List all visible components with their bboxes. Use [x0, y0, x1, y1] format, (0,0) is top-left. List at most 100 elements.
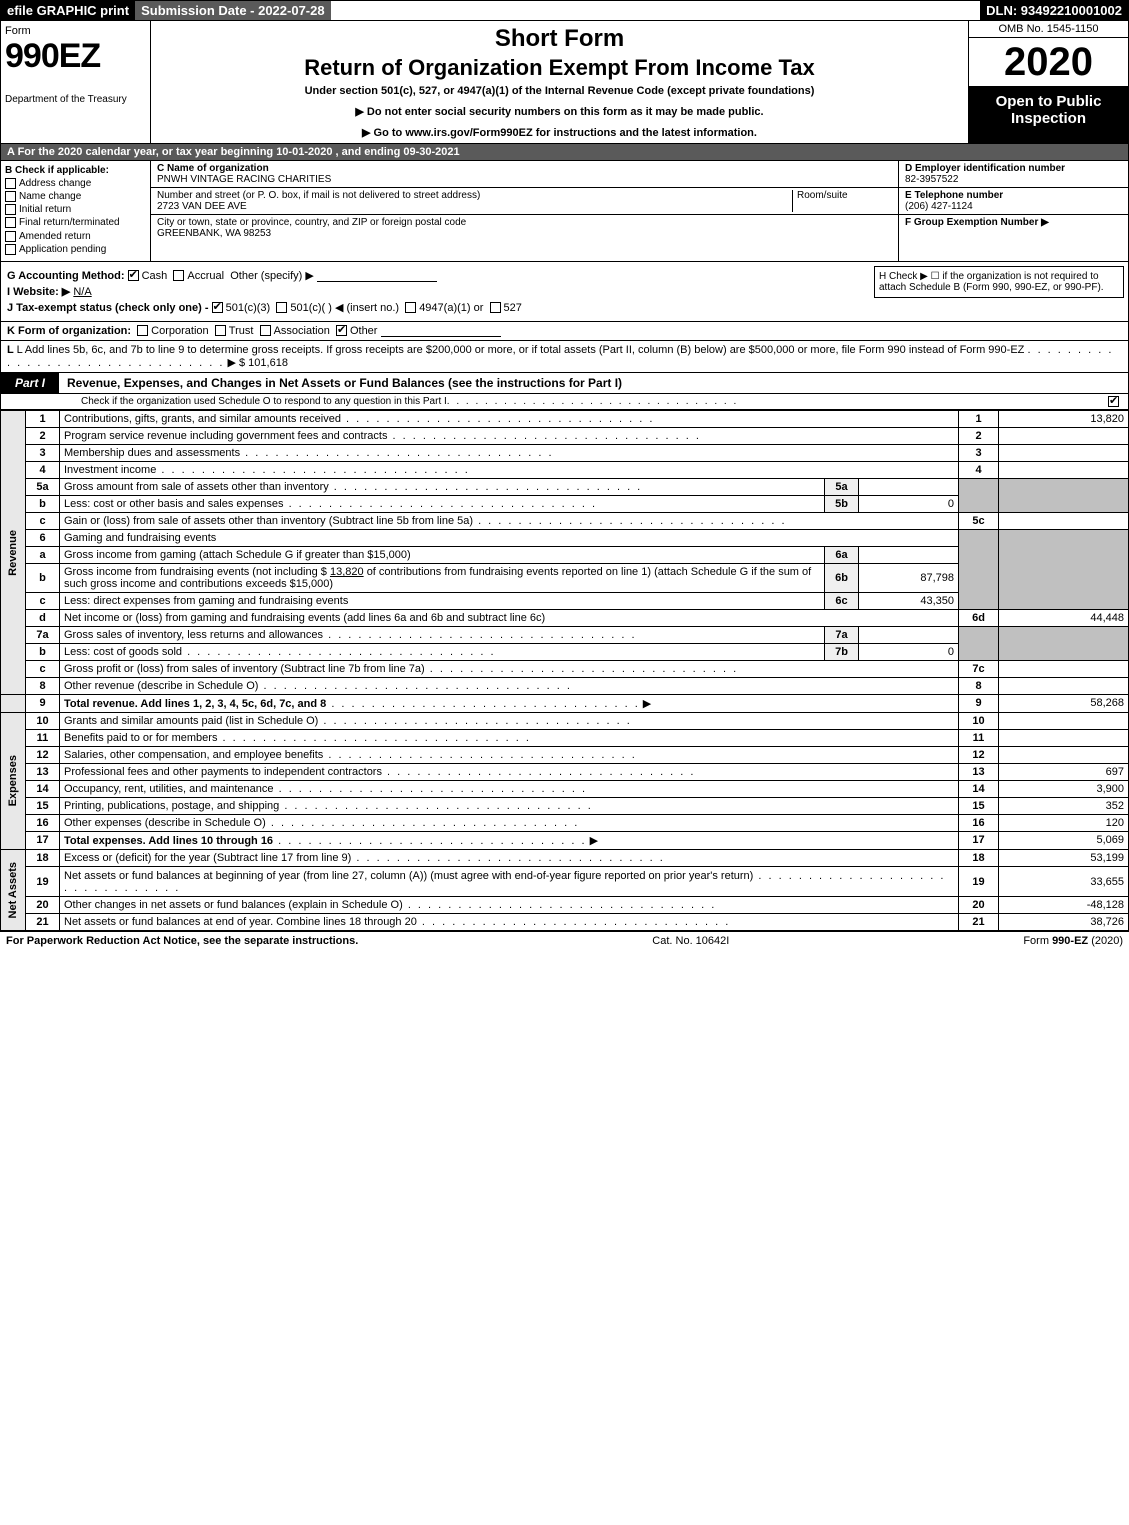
col-b-check: B Check if applicable: Address change Na…	[1, 161, 151, 261]
ln-9-desc: Total revenue. Add lines 1, 2, 3, 4, 5c,…	[60, 694, 959, 712]
shade-6	[959, 529, 999, 609]
ln-6d-box: 6d	[959, 609, 999, 626]
city-row: City or town, state or province, country…	[151, 215, 898, 241]
ln-7b-sub: 7b	[825, 643, 859, 660]
ln-6b-num: b	[26, 563, 60, 592]
chk-sched-o[interactable]	[1108, 396, 1119, 407]
j-label: J Tax-exempt status (check only one) -	[7, 302, 209, 314]
ln-5c-box: 5c	[959, 512, 999, 529]
part-i-table: Revenue 1 Contributions, gifts, grants, …	[0, 410, 1129, 931]
ln-1-box: 1	[959, 410, 999, 427]
other-method-input[interactable]	[317, 270, 437, 282]
ssn-warning: ▶ Do not enter social security numbers o…	[161, 105, 958, 118]
efile-label[interactable]: efile GRAPHIC print	[1, 1, 135, 20]
top-bar: efile GRAPHIC print Submission Date - 20…	[0, 0, 1129, 21]
ln-4-num: 4	[26, 461, 60, 478]
ln-18-num: 18	[26, 849, 60, 866]
line-j: J Tax-exempt status (check only one) - 5…	[7, 301, 1122, 314]
addr-row: Number and street (or P. O. box, if mail…	[151, 188, 898, 215]
shade-5-amt	[999, 478, 1129, 512]
ln-16-amt: 120	[999, 814, 1129, 831]
chk-accrual[interactable]	[173, 270, 184, 281]
ln-14-desc: Occupancy, rent, utilities, and maintena…	[60, 780, 959, 797]
ein-label: D Employer identification number	[905, 163, 1065, 174]
ln-6a-subamt	[859, 546, 959, 563]
ln-7c-desc: Gross profit or (loss) from sales of inv…	[60, 660, 959, 677]
goto-link[interactable]: ▶ Go to www.irs.gov/Form990EZ for instru…	[161, 126, 958, 139]
ln-21-amt: 38,726	[999, 914, 1129, 931]
ln-9-amt: 58,268	[999, 694, 1129, 712]
ln-11-amt	[999, 729, 1129, 746]
ln-11-desc: Benefits paid to or for members	[60, 729, 959, 746]
chk-amended-return[interactable]: Amended return	[5, 231, 146, 242]
chk-application-pending[interactable]: Application pending	[5, 244, 146, 255]
ln-7a-subamt	[859, 626, 959, 643]
ln-20-desc: Other changes in net assets or fund bala…	[60, 896, 959, 913]
ln-13-box: 13	[959, 763, 999, 780]
ln-10-num: 10	[26, 712, 60, 729]
ln-21-box: 21	[959, 914, 999, 931]
chk-final-return[interactable]: Final return/terminated	[5, 217, 146, 228]
grp-cell: F Group Exemption Number ▶	[899, 215, 1128, 230]
part-i-title: Revenue, Expenses, and Changes in Net As…	[59, 376, 1128, 390]
chk-corporation[interactable]	[137, 325, 148, 336]
ln-16-desc: Other expenses (describe in Schedule O)	[60, 814, 959, 831]
org-name: PNWH VINTAGE RACING CHARITIES	[157, 174, 331, 185]
chk-association[interactable]	[260, 325, 271, 336]
website-value: N/A	[73, 286, 91, 298]
ln-14-num: 14	[26, 780, 60, 797]
chk-527[interactable]	[490, 302, 501, 313]
side-revenue-end	[1, 694, 26, 712]
dept-treasury: Department of the Treasury	[5, 94, 146, 105]
g-label: G Accounting Method:	[7, 270, 125, 282]
ln-15-amt: 352	[999, 797, 1129, 814]
ln-10-box: 10	[959, 712, 999, 729]
ln-7c-num: c	[26, 660, 60, 677]
l-amount: $ 101,618	[239, 357, 288, 369]
chk-other-org[interactable]	[336, 325, 347, 336]
chk-trust[interactable]	[215, 325, 226, 336]
col-b-title: B Check if applicable:	[5, 165, 146, 176]
chk-cash[interactable]	[128, 270, 139, 281]
row-a-tax-year: A For the 2020 calendar year, or tax yea…	[0, 144, 1129, 161]
chk-address-change[interactable]: Address change	[5, 178, 146, 189]
ln-14-amt: 3,900	[999, 780, 1129, 797]
footer-cat: Cat. No. 10642I	[652, 935, 729, 947]
chk-501c3[interactable]	[212, 302, 223, 313]
header-left: Form 990EZ Department of the Treasury	[1, 21, 151, 143]
city-label: City or town, state or province, country…	[157, 217, 466, 228]
header-center: Short Form Return of Organization Exempt…	[151, 21, 968, 143]
ln-5a-sub: 5a	[825, 478, 859, 495]
ln-3-amt	[999, 444, 1129, 461]
chk-initial-return[interactable]: Initial return	[5, 204, 146, 215]
col-d: D Employer identification number 82-3957…	[898, 161, 1128, 261]
chk-501c[interactable]	[276, 302, 287, 313]
ln-19-num: 19	[26, 867, 60, 897]
omb-number: OMB No. 1545-1150	[969, 21, 1128, 38]
ln-15-num: 15	[26, 797, 60, 814]
ln-14-box: 14	[959, 780, 999, 797]
ln-18-desc: Excess or (deficit) for the year (Subtra…	[60, 849, 959, 866]
ln-12-num: 12	[26, 746, 60, 763]
footer-left: For Paperwork Reduction Act Notice, see …	[6, 935, 358, 947]
shade-5	[959, 478, 999, 512]
ln-6d-num: d	[26, 609, 60, 626]
ln-5c-amt	[999, 512, 1129, 529]
tel-label: E Telephone number	[905, 190, 1003, 201]
ln-11-box: 11	[959, 729, 999, 746]
ln-6c-sub: 6c	[825, 592, 859, 609]
ln-13-amt: 697	[999, 763, 1129, 780]
col-c-org: C Name of organization PNWH VINTAGE RACI…	[151, 161, 898, 261]
ln-15-desc: Printing, publications, postage, and shi…	[60, 797, 959, 814]
ln-7c-amt	[999, 660, 1129, 677]
ln-5c-num: c	[26, 512, 60, 529]
ln-3-desc: Membership dues and assessments	[60, 444, 959, 461]
k-label: K Form of organization:	[7, 325, 131, 337]
ln-18-amt: 53,199	[999, 849, 1129, 866]
entity-box: B Check if applicable: Address change Na…	[0, 161, 1129, 262]
other-org-input[interactable]	[381, 325, 501, 337]
chk-4947[interactable]	[405, 302, 416, 313]
shade-7-amt	[999, 626, 1129, 660]
chk-name-change[interactable]: Name change	[5, 191, 146, 202]
ln-2-box: 2	[959, 427, 999, 444]
